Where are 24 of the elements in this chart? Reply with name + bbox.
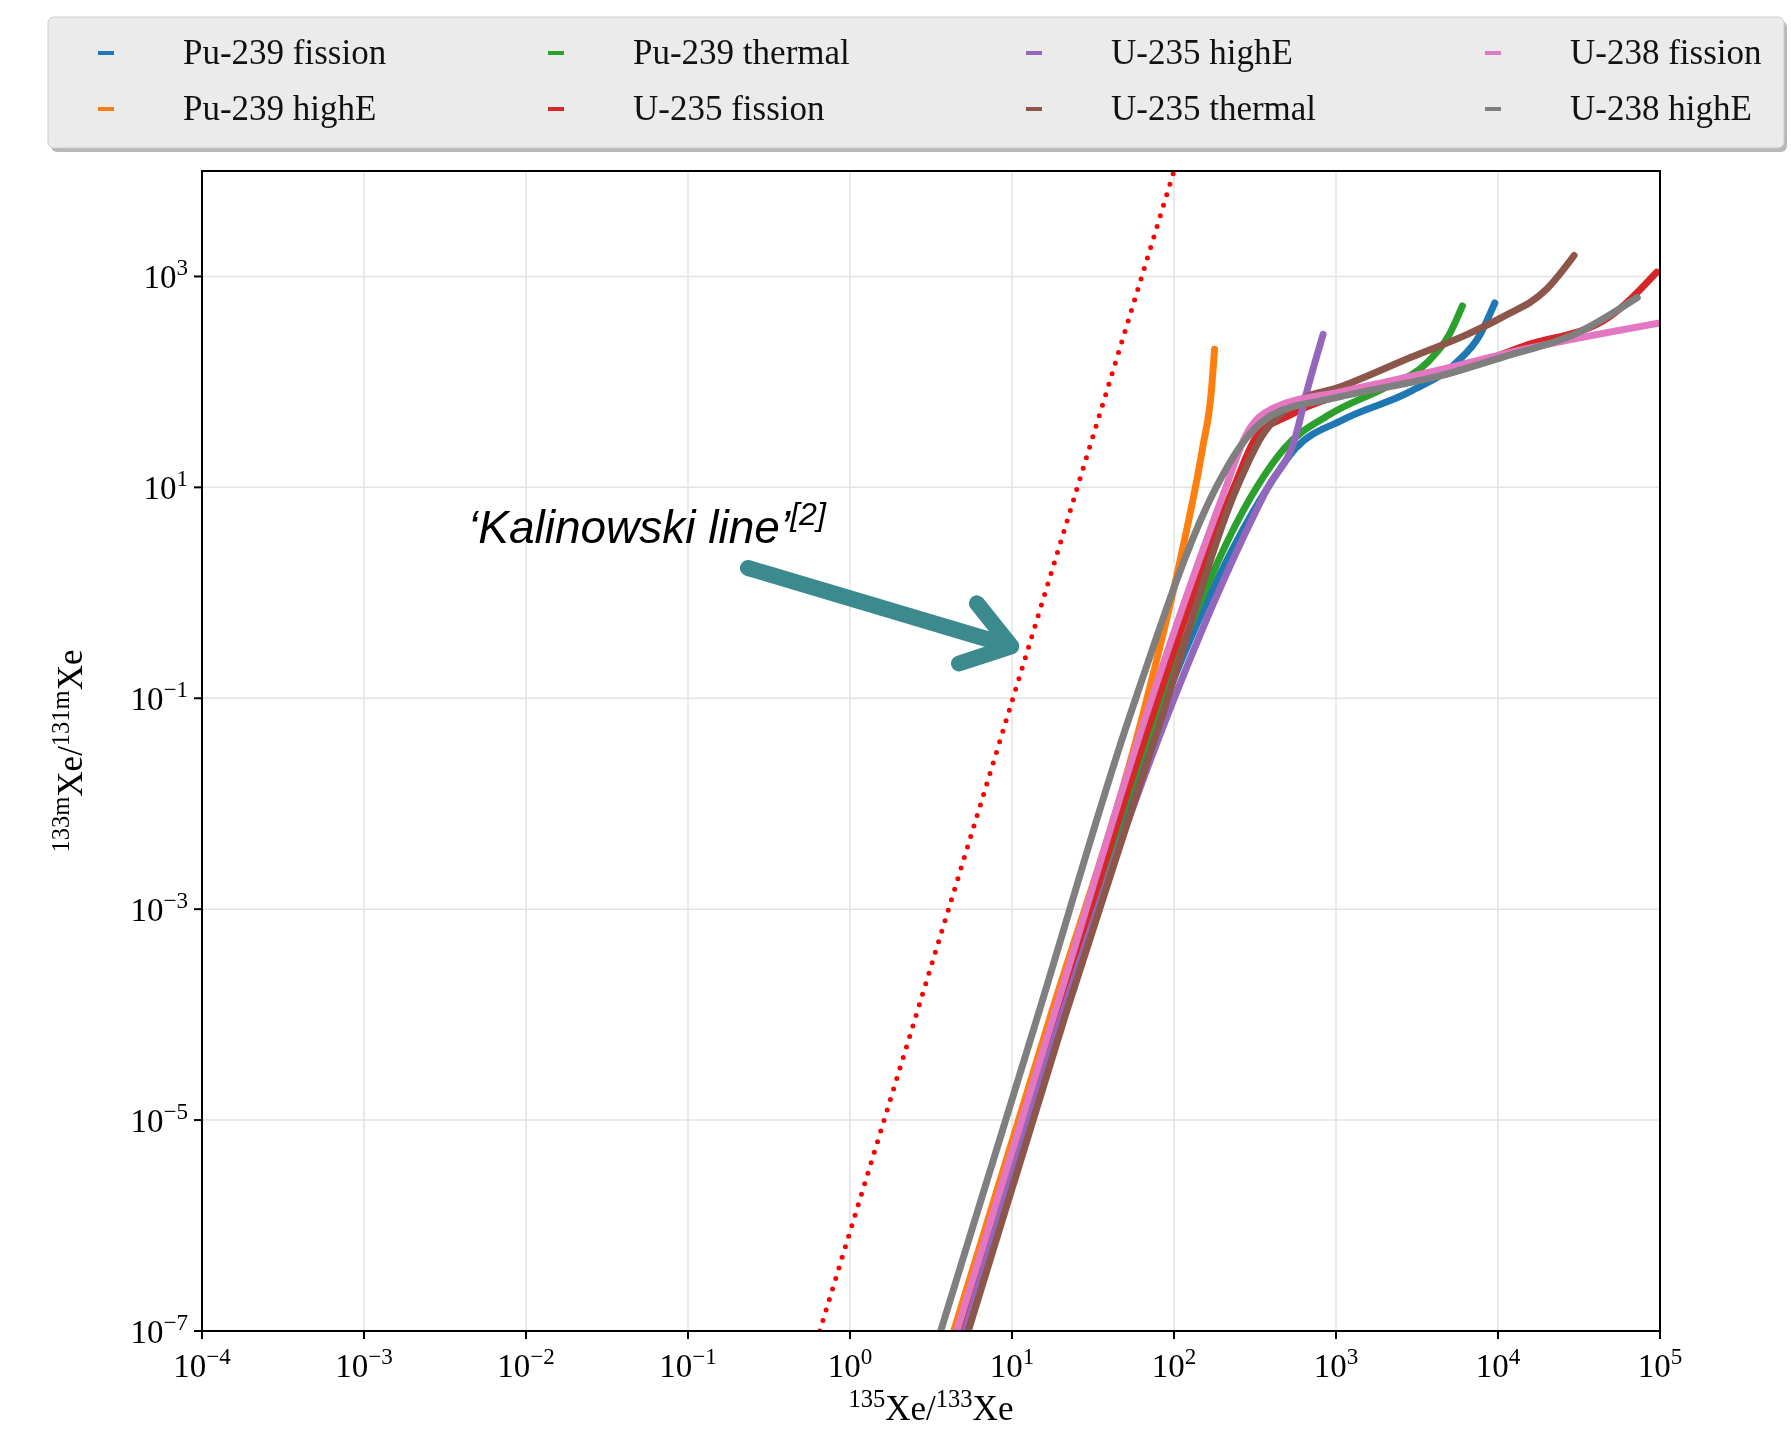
x-tick-label: 10$^{3}$ <box>1313 1343 1359 1384</box>
legend-label: Pu-239 thermal <box>633 33 851 72</box>
x-axis-title: $^{135}$Xe/$^{133}$Xe <box>848 1384 1014 1428</box>
annotation: ‘Kalinowski line’$^{[2]}$ <box>468 496 827 553</box>
y-tick-label: 10$^{−3}$ <box>130 887 188 929</box>
x-tick-label: 10$^{2}$ <box>1151 1343 1197 1384</box>
y-tick-label: 10$^{3}$ <box>143 254 188 296</box>
legend-label: U-235 thermal <box>1111 89 1317 128</box>
legend-label: U-238 highE <box>1570 89 1752 128</box>
legend-label: Pu-239 highE <box>183 89 377 128</box>
y-tick-label: 10$^{−1}$ <box>130 676 188 718</box>
x-tick-label: 10$^{5}$ <box>1637 1343 1683 1384</box>
y-tick-label: 10$^{−5}$ <box>130 1098 188 1140</box>
x-tick-label: 10$^{−1}$ <box>659 1343 717 1384</box>
x-tick-label: 10$^{1}$ <box>989 1343 1035 1384</box>
x-tick-label: 10$^{4}$ <box>1475 1343 1521 1384</box>
x-tick-label: 10$^{−2}$ <box>497 1343 555 1384</box>
legend-label: Pu-239 fission <box>183 33 387 72</box>
x-tick-label: 10$^{−3}$ <box>335 1343 393 1384</box>
y-tick-label: 10$^{1}$ <box>143 465 188 507</box>
legend-label: U-238 fission <box>1570 33 1762 72</box>
legend-label: U-235 fission <box>633 89 825 128</box>
legend-label: U-235 highE <box>1111 33 1293 72</box>
x-tick-label: 10$^{0}$ <box>827 1343 873 1384</box>
